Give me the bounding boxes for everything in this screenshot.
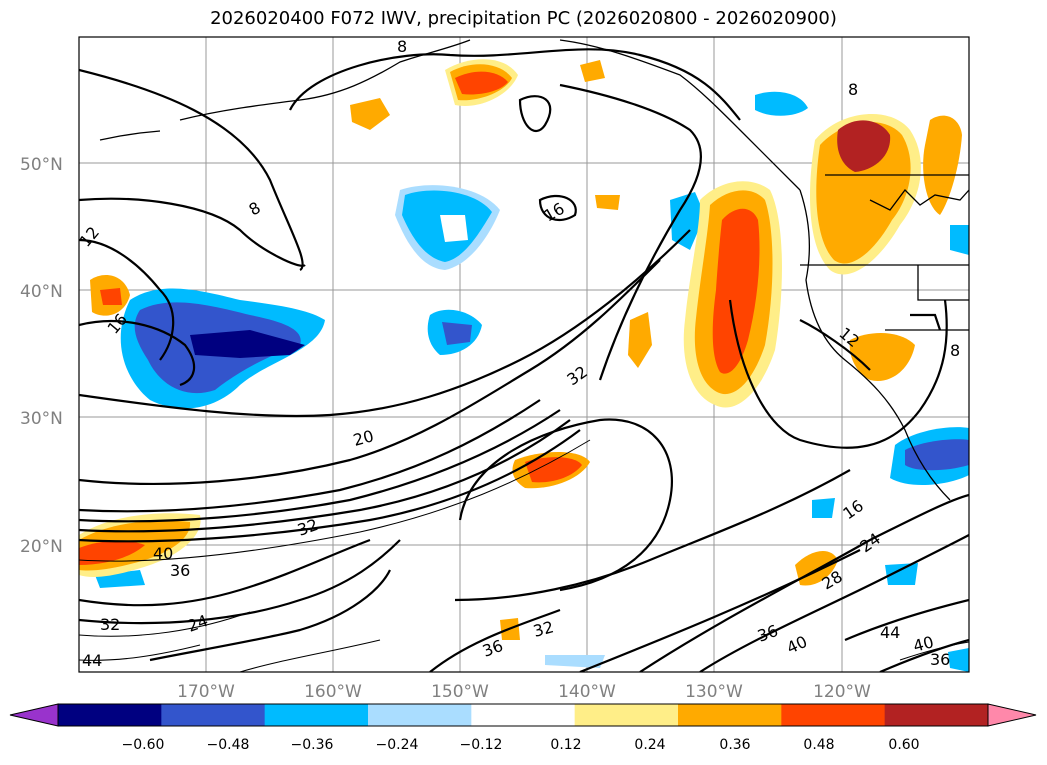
lat-tick-label: 40°N [20,282,63,302]
colorbar-tick-label: −0.48 [206,737,250,753]
lon-tick-label: 160°W [304,682,362,702]
contour-label: 32 [531,617,556,641]
contour-label: 40 [153,544,173,563]
colorbar-tick-label: 0.24 [634,737,666,753]
lon-tick-label: 120°W [813,682,871,702]
colorbar-segment [574,704,679,726]
colorbar-segment [884,704,989,726]
thin-contours [79,439,969,672]
contour-label: 36 [930,650,950,669]
lon-tick-label: 170°W [177,682,235,702]
colorbar-segment [264,704,369,726]
colorbar-tick-label: −0.24 [375,737,419,753]
colorbar-segment [678,704,782,726]
colorbar-segment [58,704,162,726]
contour-label: 8 [950,341,960,360]
colorbar-segment [161,704,266,726]
lat-tick-label: 30°N [20,409,63,429]
lat-axis: 50°N 40°N 30°N 20°N [20,155,63,557]
lon-tick-label: 150°W [431,682,489,702]
colorbar-segment [368,704,472,726]
contour-label: 44 [880,623,900,642]
colorbar-segment [781,704,886,726]
iwv-contours [79,48,969,672]
lat-tick-label: 20°N [20,537,63,557]
colorbar-extend-max [987,703,1037,727]
contour-label: 8 [848,80,858,99]
map-panel: 8 8 8 12 12 16 16 16 20 24 24 28 32 32 3… [79,37,969,672]
colorbar-tick-label: −0.60 [121,737,165,753]
contour-label: 36 [170,561,190,580]
colorbar-segment [471,704,576,726]
contour-label: 32 [100,615,120,634]
colorbar-extend-min [9,703,59,727]
colorbar [9,703,1037,727]
contour-label: 44 [82,651,102,670]
coastlines [99,39,969,501]
lat-tick-label: 50°N [20,155,63,175]
colorbar-tick-label: 0.36 [719,737,751,753]
lon-axis: 170°W 160°W 150°W 140°W 130°W 120°W [177,682,871,702]
contour-label: 40 [911,632,936,656]
colorbar-tick-label: 0.60 [888,737,920,753]
positive-precip-anomalies [79,59,962,640]
colorbar-tick-label: 0.48 [803,737,835,753]
colorbar-tick-label: 0.12 [550,737,582,753]
lon-tick-label: 140°W [558,682,616,702]
map-frame [78,36,970,673]
contour-label: 20 [351,426,376,450]
colorbar-tick-label: −0.36 [290,737,334,753]
contour-label: 8 [397,37,407,56]
map-title: 2026020400 F072 IWV, precipitation PC (2… [210,8,837,29]
lon-tick-label: 130°W [685,682,743,702]
colorbar-tick-label: −0.12 [459,737,503,753]
